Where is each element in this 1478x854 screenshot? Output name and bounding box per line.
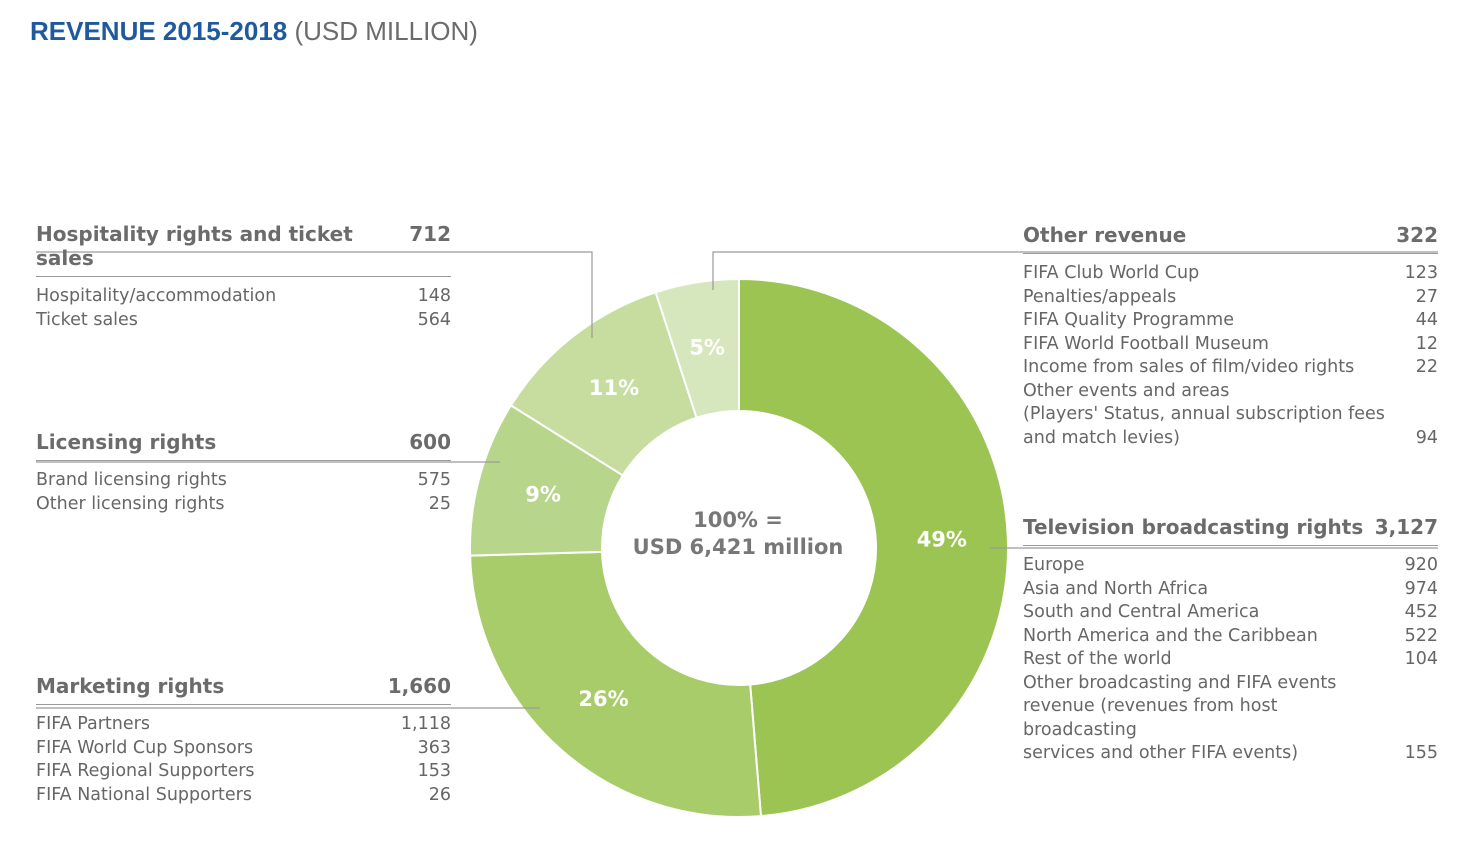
block-row: FIFA Regional Supporters 153 xyxy=(36,760,451,784)
row-label: North America and the Caribbean xyxy=(1023,625,1318,646)
block-title: Other revenue xyxy=(1023,223,1187,247)
block-television: Television broadcasting rights 3,127 Europ… xyxy=(1023,515,1438,766)
percent-label-4: 5% xyxy=(689,336,725,360)
block-row: Other licensing rights 25 xyxy=(36,493,451,517)
block-row: FIFA Quality Programme 44 xyxy=(1023,309,1438,333)
row-label: Income from sales of film/video rights xyxy=(1023,357,1355,377)
row-value: 153 xyxy=(417,761,451,781)
chart-title-unit: (USD MILLION) xyxy=(294,16,478,46)
row-label: Other licensing rights xyxy=(36,493,225,514)
block-header: Marketing rights 1,660 xyxy=(36,674,451,705)
center-label-line2: USD 6,421 million xyxy=(633,535,844,559)
chart-title: REVENUE 2015-2018 (USD MILLION) xyxy=(30,16,478,47)
row-value: 94 xyxy=(1415,427,1438,448)
row-label: FIFA Regional Supporters xyxy=(36,761,255,781)
row-value: 12 xyxy=(1415,333,1438,354)
leader-line-other xyxy=(712,251,1438,290)
block-row: FIFA World Cup Sponsors 363 xyxy=(36,737,451,761)
block-row: Other events and areas (Players' Status,… xyxy=(1023,380,1438,451)
row-value: 363 xyxy=(417,737,451,758)
row-label: FIFA World Football Museum xyxy=(1023,333,1269,354)
percent-label-3: 11% xyxy=(589,376,639,400)
leader-line-hospitality xyxy=(36,251,593,338)
row-label: Europe xyxy=(1023,555,1085,575)
donut-slice-0 xyxy=(738,277,1009,818)
row-value: 1,118 xyxy=(400,714,451,734)
block-row: Rest of the world 104 xyxy=(1023,648,1438,672)
row-label: FIFA Quality Programme xyxy=(1023,310,1234,330)
row-label: Other broadcasting and FIFA events reven… xyxy=(1023,672,1337,764)
row-value: 920 xyxy=(1404,555,1438,575)
leader-lines xyxy=(36,251,1438,709)
row-label: Asia and North Africa xyxy=(1023,578,1209,599)
percent-label-0: 49% xyxy=(917,528,967,552)
donut-slices xyxy=(469,277,1009,818)
row-value: 104 xyxy=(1404,649,1438,669)
block-row: Europe 920 xyxy=(1023,554,1438,578)
row-label: FIFA National Supporters xyxy=(36,784,252,805)
row-label: FIFA Club World Cup xyxy=(1023,263,1200,283)
chart-title-main: REVENUE 2015-2018 xyxy=(30,16,288,46)
block-total: 600 xyxy=(409,430,451,454)
block-row: FIFA Partners 1,118 xyxy=(36,713,451,737)
block-row: Hospitality/accommodation 148 xyxy=(36,285,451,309)
block-row: Asia and North Africa 974 xyxy=(1023,578,1438,602)
row-label: FIFA Partners xyxy=(36,714,150,734)
block-title: Licensing rights xyxy=(36,430,217,454)
block-row: Brand licensing rights 575 xyxy=(36,469,451,493)
row-label: Ticket sales xyxy=(36,309,138,330)
block-marketing: Marketing rights 1,660 FIFA Partners 1,118 F… xyxy=(36,674,451,807)
percent-label-2: 9% xyxy=(525,483,561,507)
row-value: 974 xyxy=(1404,578,1438,599)
percent-labels: 49% 26% 9% 11% 5% xyxy=(525,336,967,712)
block-title: Marketing rights xyxy=(36,674,225,698)
block-row: South and Central America 452 xyxy=(1023,601,1438,625)
donut-slice-1 xyxy=(469,550,763,818)
row-label: South and Central America xyxy=(1023,602,1260,622)
block-header: Hospitality rights and ticket sales 712 xyxy=(36,222,451,277)
center-label-line1: 100% = xyxy=(693,508,783,532)
block-row: Income from sales of film/video rights 22 xyxy=(1023,356,1438,380)
block-total: 712 xyxy=(409,222,451,246)
block-row: Other broadcasting and FIFA events reven… xyxy=(1023,672,1438,766)
row-value: 575 xyxy=(417,470,451,490)
block-other-revenue: Other revenue 322 FIFA Club World Cup 123 Pe… xyxy=(1023,223,1438,450)
row-label: FIFA World Cup Sponsors xyxy=(36,737,254,758)
row-label: Other events and areas (Players' Status,… xyxy=(1023,380,1385,448)
block-hospitality: Hospitality rights and ticket sales 712 Ho… xyxy=(36,222,451,332)
row-value: 123 xyxy=(1404,263,1438,283)
row-value: 522 xyxy=(1404,625,1438,646)
row-value: 44 xyxy=(1415,310,1438,330)
row-value: 22 xyxy=(1415,357,1438,377)
block-row: FIFA Club World Cup 123 xyxy=(1023,262,1438,286)
block-row: Penalties/appeals 27 xyxy=(1023,286,1438,310)
row-value: 26 xyxy=(428,784,451,805)
row-value: 148 xyxy=(417,286,451,306)
percent-label-1: 26% xyxy=(578,687,628,711)
block-header: Other revenue 322 xyxy=(1023,223,1438,254)
block-row: North America and the Caribbean 522 xyxy=(1023,625,1438,649)
block-row: Ticket sales 564 xyxy=(36,309,451,333)
row-label: Penalties/appeals xyxy=(1023,286,1177,307)
row-label: Hospitality/accommodation xyxy=(36,286,277,306)
block-title: Television broadcasting rights xyxy=(1023,515,1364,539)
block-header: Licensing rights 600 xyxy=(36,430,451,461)
block-licensing: Licensing rights 600 Brand licensing right… xyxy=(36,430,451,516)
row-label: Rest of the world xyxy=(1023,649,1172,669)
row-value: 25 xyxy=(428,493,451,514)
block-total: 1,660 xyxy=(387,674,451,698)
row-value: 452 xyxy=(1404,602,1438,622)
row-value: 564 xyxy=(417,309,451,330)
donut-slice-4 xyxy=(654,277,740,420)
block-total: 3,127 xyxy=(1374,515,1438,539)
block-title: Hospitality rights and ticket sales xyxy=(36,222,353,270)
row-value: 27 xyxy=(1415,286,1438,307)
block-header: Television broadcasting rights 3,127 xyxy=(1023,515,1438,546)
block-total: 322 xyxy=(1396,223,1438,247)
row-value: 155 xyxy=(1404,743,1438,763)
row-label: Brand licensing rights xyxy=(36,470,227,490)
block-row: FIFA National Supporters 26 xyxy=(36,784,451,808)
block-row: FIFA World Football Museum 12 xyxy=(1023,333,1438,357)
